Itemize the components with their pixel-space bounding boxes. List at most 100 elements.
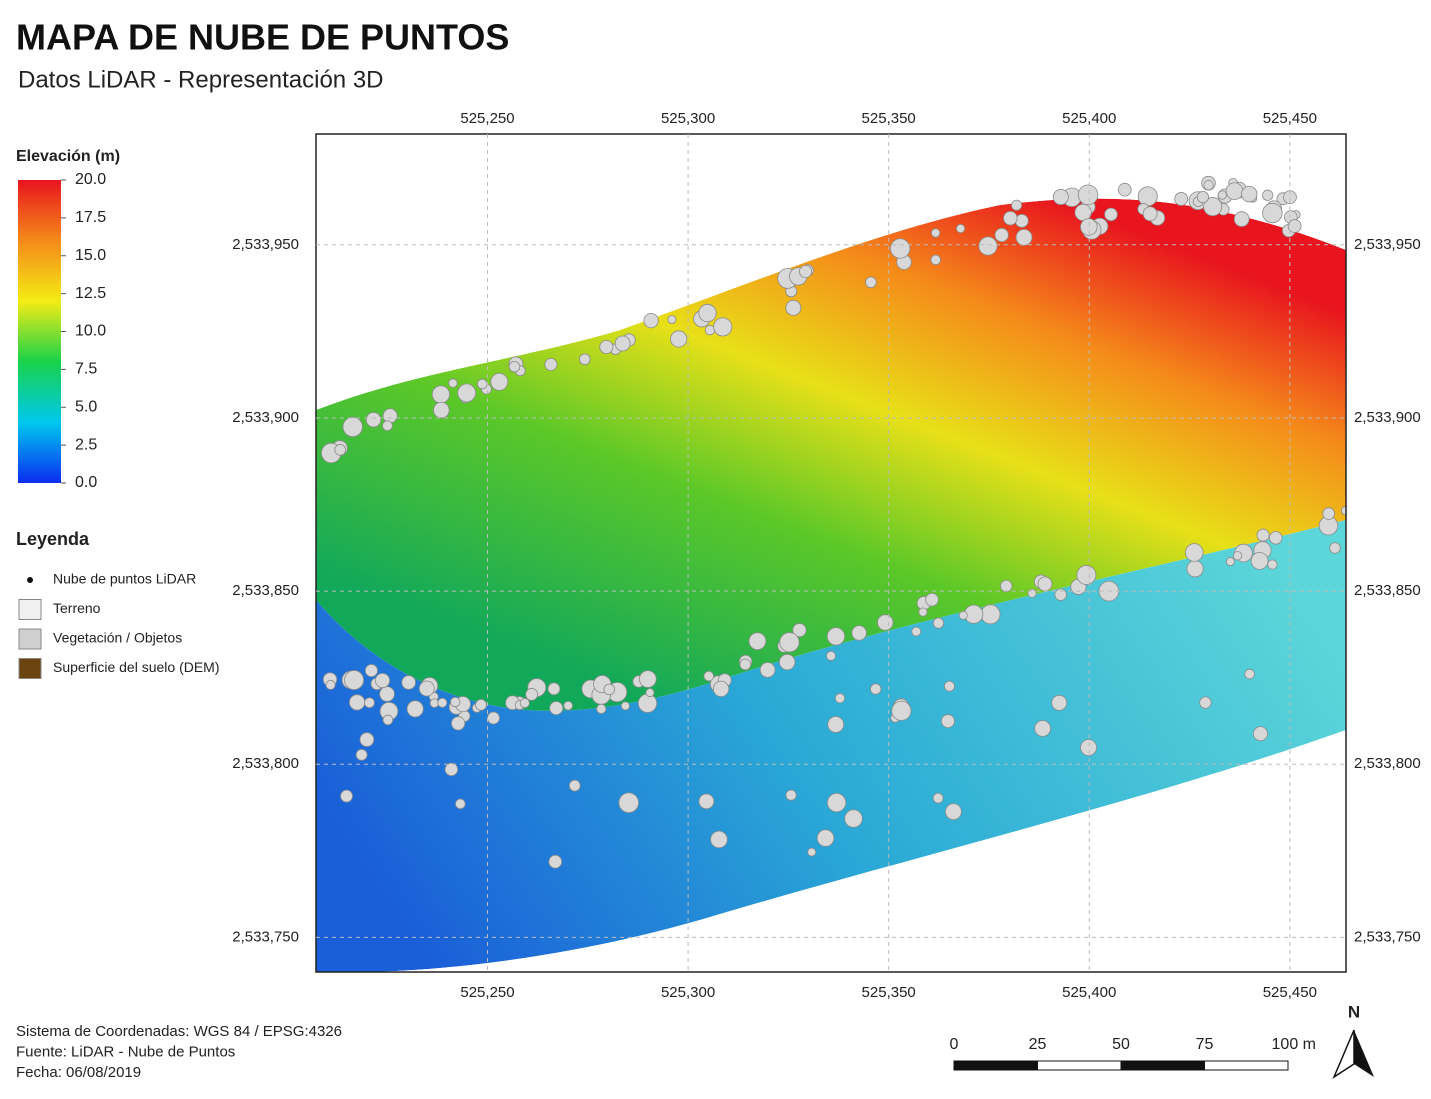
tree bbox=[1000, 579, 1013, 593]
legend-label: Terreno bbox=[53, 600, 101, 616]
tree bbox=[870, 683, 882, 695]
tree bbox=[365, 412, 382, 428]
y-tick-label: 2,533,850 bbox=[1354, 582, 1421, 599]
tree bbox=[932, 792, 944, 804]
y-tick-label: 2,533,950 bbox=[232, 236, 299, 253]
tree bbox=[713, 317, 733, 337]
footer-text: Fecha: 06/08/2019 bbox=[16, 1064, 141, 1081]
subtitle: Datos LiDAR - Representación 3D bbox=[18, 66, 384, 93]
tree bbox=[930, 228, 941, 238]
tree bbox=[930, 254, 941, 266]
tree bbox=[1256, 528, 1270, 542]
tree bbox=[1142, 206, 1158, 222]
legend-symbol bbox=[18, 628, 42, 650]
x-tick-label: 525,250 bbox=[460, 110, 514, 127]
tree bbox=[1262, 202, 1283, 224]
tree bbox=[455, 798, 466, 810]
tree bbox=[476, 378, 488, 390]
tree bbox=[994, 227, 1009, 243]
tree bbox=[1262, 189, 1274, 201]
tree bbox=[827, 716, 845, 733]
tree bbox=[614, 335, 631, 352]
tree bbox=[940, 714, 955, 729]
tree bbox=[603, 683, 615, 696]
tree bbox=[1137, 186, 1158, 207]
tree bbox=[1203, 197, 1223, 217]
footer-text: Fuente: LiDAR - Nube de Puntos bbox=[16, 1043, 235, 1060]
x-tick-label: 525,350 bbox=[862, 110, 916, 127]
tree bbox=[549, 701, 564, 716]
tree bbox=[364, 697, 375, 709]
x-tick-label: 525,250 bbox=[460, 984, 514, 1001]
tree bbox=[1054, 588, 1067, 601]
tree bbox=[834, 693, 846, 704]
tree bbox=[490, 372, 509, 391]
tree bbox=[739, 658, 752, 671]
tree bbox=[1027, 588, 1037, 598]
x-tick-label: 525,400 bbox=[1062, 984, 1116, 1001]
tree bbox=[563, 700, 573, 711]
x-tick-label: 525,300 bbox=[661, 110, 715, 127]
tree bbox=[1267, 559, 1278, 570]
tree bbox=[1037, 576, 1053, 592]
tree bbox=[433, 401, 450, 419]
colorbar-tick-label: 15.0 bbox=[75, 247, 106, 264]
tree bbox=[382, 714, 394, 726]
tree bbox=[816, 829, 835, 847]
tree bbox=[1287, 219, 1302, 233]
tree bbox=[1011, 199, 1023, 211]
tree bbox=[710, 830, 728, 849]
scale-label: 100 m bbox=[1272, 1036, 1316, 1053]
scale-segment bbox=[953, 1060, 1038, 1071]
colorbar-tick-label: 2.5 bbox=[75, 436, 97, 453]
title: MAPA DE NUBE DE PUNTOS bbox=[16, 17, 509, 58]
tree bbox=[1052, 189, 1069, 206]
legend-symbol bbox=[18, 658, 42, 679]
tree bbox=[1080, 218, 1098, 236]
tree bbox=[945, 803, 962, 821]
tree bbox=[637, 693, 658, 713]
tree bbox=[667, 315, 677, 324]
tree bbox=[807, 847, 817, 857]
tree bbox=[374, 672, 391, 689]
tree bbox=[487, 711, 500, 725]
tree bbox=[826, 792, 847, 813]
tree bbox=[437, 697, 448, 708]
tree bbox=[401, 675, 416, 690]
tree bbox=[568, 779, 581, 792]
tree bbox=[698, 793, 715, 810]
x-tick-label: 525,400 bbox=[1062, 110, 1116, 127]
tree bbox=[1244, 668, 1255, 680]
footer-text: Sistema de Coordenadas: WGS 84 / EPSG:43… bbox=[16, 1023, 342, 1040]
north-arrow bbox=[1354, 1030, 1374, 1077]
tree bbox=[670, 330, 688, 348]
colorbar-tick-label: 7.5 bbox=[75, 361, 97, 378]
tree bbox=[759, 662, 776, 678]
x-tick-label: 525,450 bbox=[1263, 110, 1317, 127]
tree bbox=[748, 632, 767, 651]
tree bbox=[457, 383, 477, 403]
scale-label: 0 bbox=[950, 1036, 959, 1053]
tree bbox=[475, 698, 487, 711]
tree bbox=[645, 688, 655, 698]
tree bbox=[364, 664, 378, 678]
map-frame bbox=[315, 133, 1347, 973]
colorbar-tick-label: 17.5 bbox=[75, 209, 106, 226]
tree bbox=[638, 670, 657, 688]
vegetation bbox=[321, 175, 1346, 869]
legend-label: Nube de puntos LiDAR bbox=[53, 571, 196, 587]
scale-label: 50 bbox=[1112, 1036, 1130, 1053]
hill-surface bbox=[316, 198, 1346, 711]
tree bbox=[340, 789, 353, 803]
tree bbox=[792, 623, 807, 638]
colorbar-tick-label: 12.5 bbox=[75, 285, 106, 302]
tree bbox=[547, 682, 561, 696]
tree bbox=[382, 420, 393, 432]
colorbar-tick-label: 10.0 bbox=[75, 323, 106, 340]
y-tick-label: 2,533,800 bbox=[232, 755, 299, 772]
tree bbox=[525, 688, 539, 701]
tree bbox=[1185, 543, 1204, 562]
tree bbox=[418, 680, 435, 697]
tree bbox=[1034, 720, 1051, 737]
tree bbox=[348, 694, 366, 711]
